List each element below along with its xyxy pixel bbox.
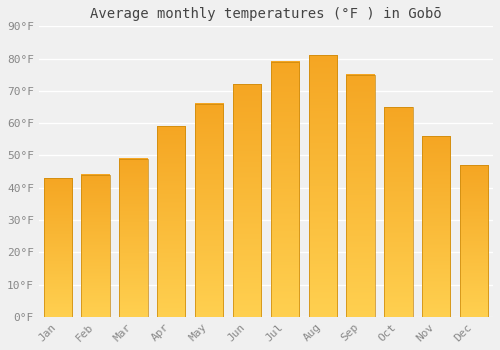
Title: Average monthly temperatures (°F ) in Gobō: Average monthly temperatures (°F ) in Go…: [90, 7, 442, 21]
